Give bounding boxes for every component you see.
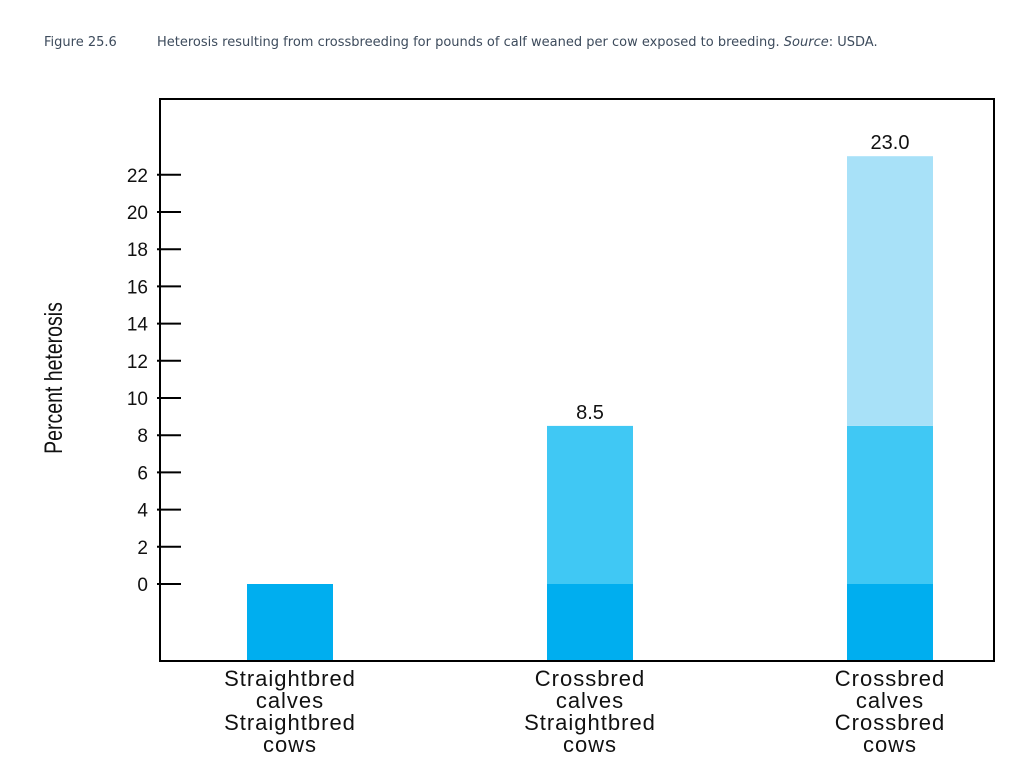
- bars: [247, 156, 933, 660]
- x-category-label: Straightbred: [224, 666, 356, 691]
- y-tick-label: 12: [127, 352, 148, 373]
- bar-segment-3: [847, 156, 933, 426]
- y-tick-label: 10: [127, 389, 148, 410]
- x-category-label: Straightbred: [224, 710, 356, 735]
- y-tick-label: 14: [127, 315, 149, 336]
- y-tick-label: 2: [137, 538, 148, 559]
- x-axis: StraightbredcalvesStraightbredcowsCrossb…: [224, 666, 945, 757]
- bar-value-label: 23.0: [871, 132, 910, 154]
- y-tick-label: 18: [127, 240, 148, 261]
- x-category-label: Crossbred: [835, 710, 945, 735]
- x-category-label: calves: [556, 688, 624, 713]
- x-category-label: cows: [863, 732, 917, 757]
- figure-number: Figure 25.6: [44, 35, 117, 50]
- x-category-label: Crossbred: [535, 666, 645, 691]
- bar-base-segment: [547, 584, 633, 660]
- caption-text: Heterosis resulting from crossbreeding f…: [157, 35, 780, 50]
- y-tick-label: 22: [127, 166, 148, 187]
- y-tick-label: 8: [137, 426, 148, 447]
- x-category-label: calves: [856, 688, 924, 713]
- caption-source-value: : USDA.: [828, 35, 878, 50]
- bar-base-segment: [847, 584, 933, 660]
- x-category-label: Crossbred: [835, 666, 945, 691]
- x-category-label: cows: [563, 732, 617, 757]
- x-category-label: cows: [263, 732, 317, 757]
- caption-source-label: Source: [783, 35, 829, 50]
- bar-segment-2: [847, 425, 933, 584]
- y-tick-label: 0: [137, 575, 148, 596]
- y-tick-label: 4: [137, 501, 148, 522]
- y-tick-label: 6: [137, 463, 148, 484]
- bar-value-label: 8.5: [576, 402, 604, 424]
- x-category-label: Straightbred: [524, 710, 656, 735]
- plot-frame: [159, 98, 995, 662]
- y-tick-label: 16: [127, 277, 148, 298]
- y-tick-label: 20: [127, 203, 148, 224]
- x-category-label: calves: [256, 688, 324, 713]
- figure-caption: Figure 25.6 Heterosis resulting from cros…: [44, 34, 984, 51]
- bar-base-segment: [247, 584, 333, 660]
- bar-segment-2: [547, 425, 633, 584]
- y-axis: 0 2 4 6 8 10 12 14 16 18 20 22: [127, 166, 181, 596]
- y-axis-title: Percent heterosis: [40, 302, 68, 454]
- data-labels: 8.5 23.0: [576, 132, 909, 424]
